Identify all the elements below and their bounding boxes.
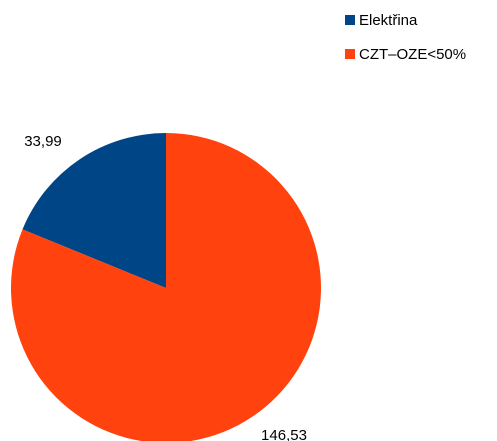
legend-label-1: CZT–OZE<50% bbox=[359, 46, 466, 63]
pie-slices bbox=[11, 133, 321, 441]
legend: Elektřina CZT–OZE<50% bbox=[345, 12, 466, 63]
data-label-1: 146,53 bbox=[261, 427, 307, 441]
data-label-0: 33,99 bbox=[24, 133, 62, 150]
legend-label-0: Elektřina bbox=[359, 12, 418, 29]
legend-swatch-0 bbox=[345, 15, 355, 25]
legend-swatch-1 bbox=[345, 49, 355, 59]
